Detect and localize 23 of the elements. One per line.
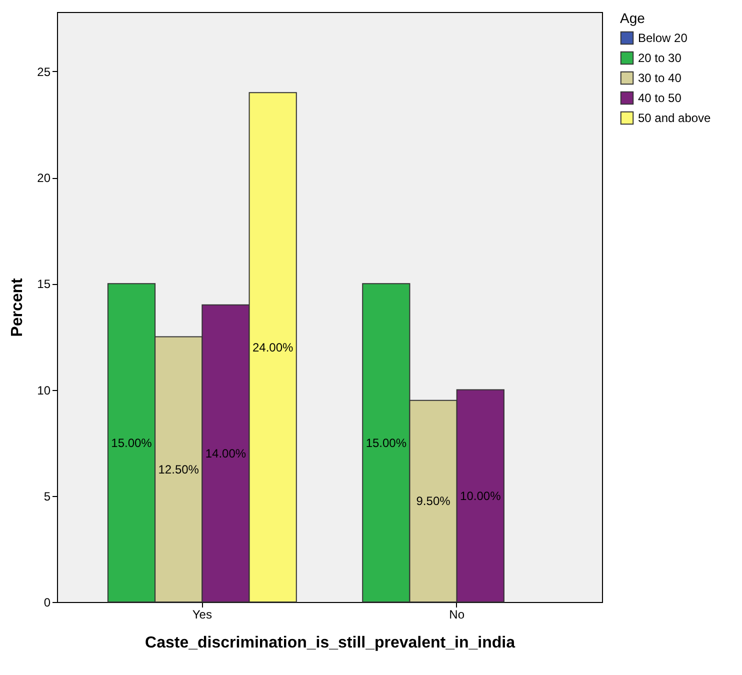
data-label: 14.00% <box>205 446 246 460</box>
y-tick-label: 0 <box>44 596 51 610</box>
legend-label: 20 to 30 <box>638 51 682 65</box>
x-axis-title: Caste_discrimination_is_still_prevalent_in_india <box>145 634 516 652</box>
x-tick-label: No <box>449 608 465 622</box>
y-tick-label: 15 <box>37 277 51 292</box>
y-tick-label: 25 <box>37 64 51 79</box>
data-label: 24.00% <box>252 340 294 354</box>
data-label: 10.00% <box>460 488 502 503</box>
legend-label: 50 and above <box>638 111 712 125</box>
y-tick-label: 20 <box>37 171 51 186</box>
data-label: 15.00% <box>366 436 407 450</box>
x-tick-label: Yes <box>192 608 212 622</box>
legend-title: Age <box>620 10 646 26</box>
legend-label: 40 to 50 <box>638 91 682 105</box>
y-tick-label: 10 <box>37 383 51 398</box>
data-label: 9.50% <box>416 494 451 508</box>
data-label: 12.50% <box>158 462 200 476</box>
y-tick-label: 5 <box>44 489 51 504</box>
legend-label: 30 to 40 <box>638 71 682 85</box>
legend-label: Below 20 <box>638 31 688 45</box>
y-axis-title: Percent <box>9 277 26 337</box>
data-label: 15.00% <box>111 436 152 450</box>
